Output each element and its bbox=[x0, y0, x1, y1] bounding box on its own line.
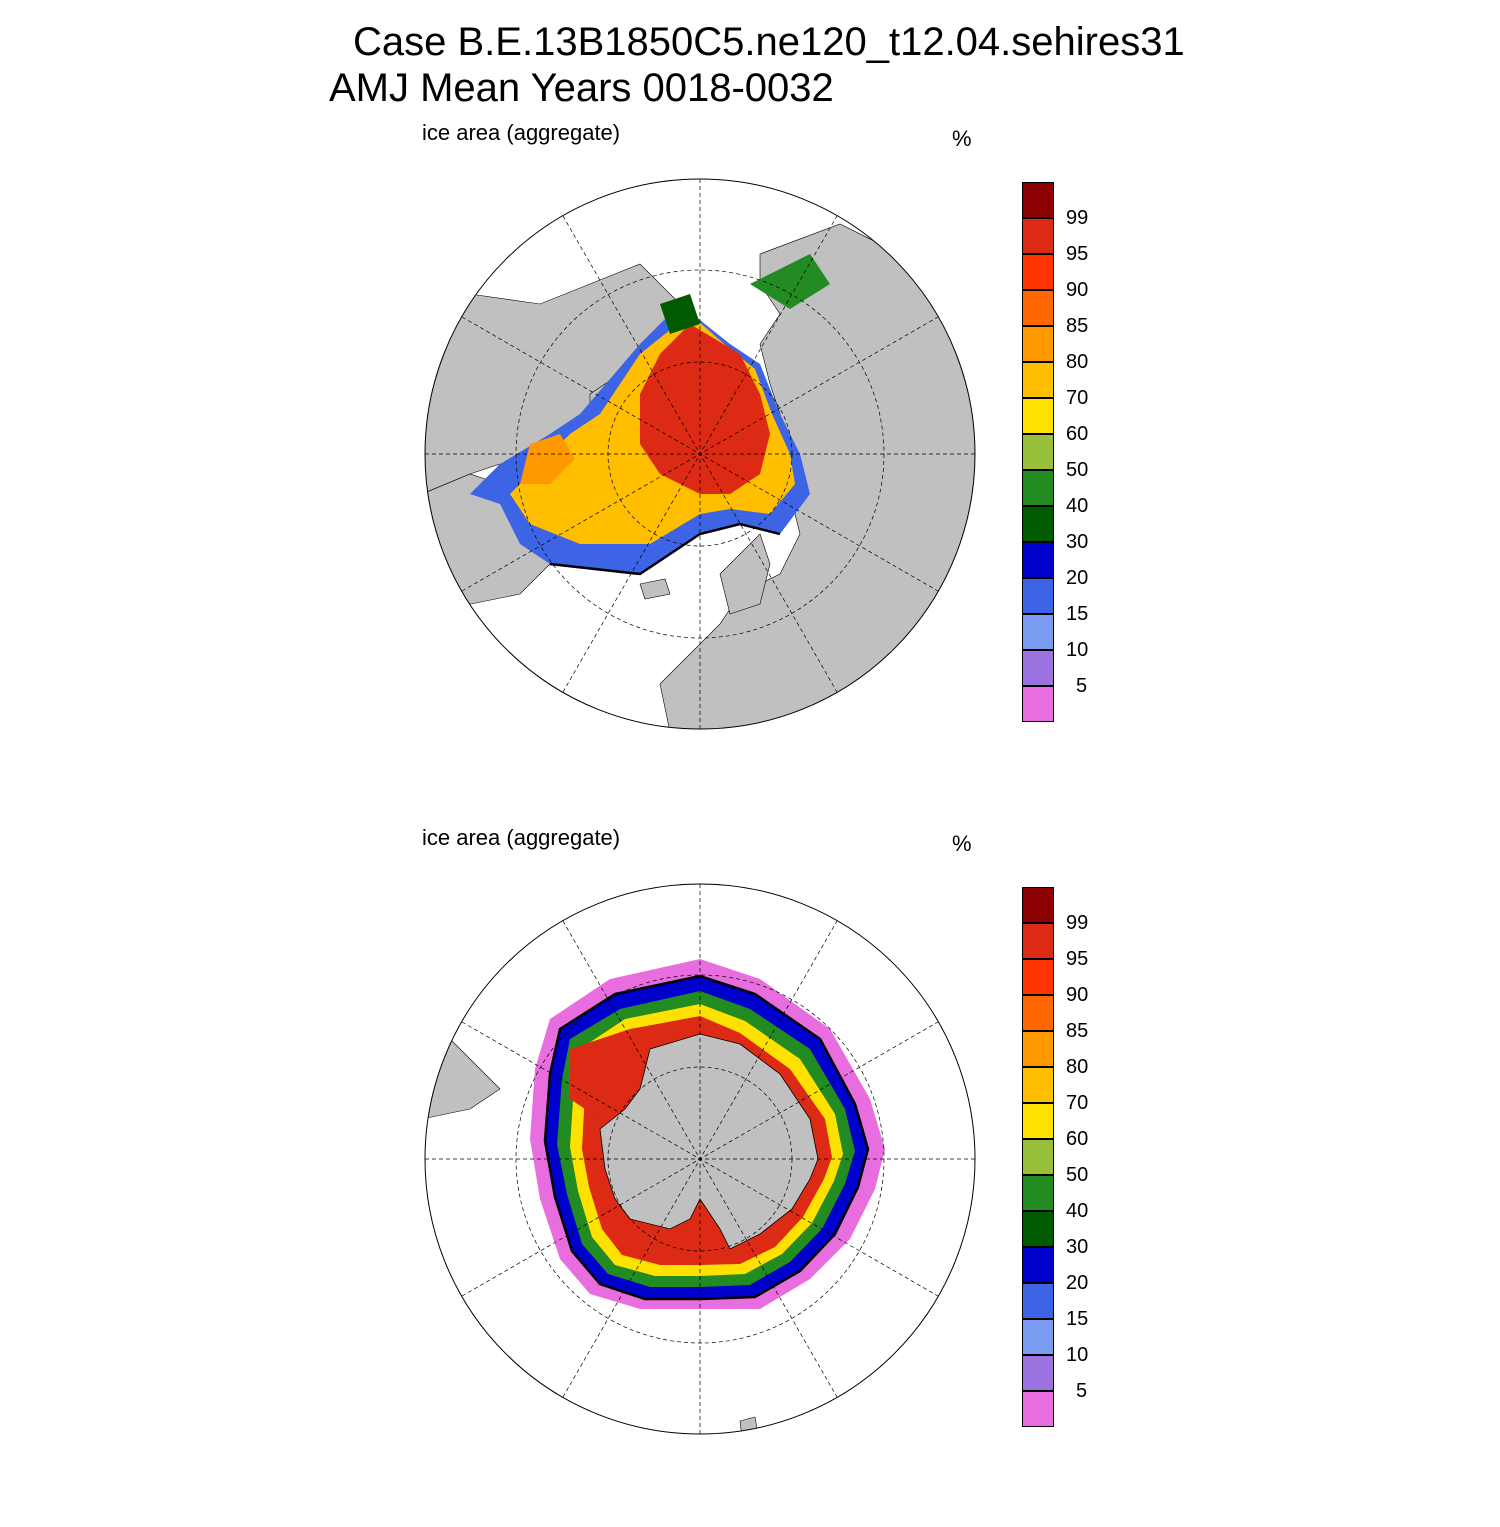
colorbar-swatch bbox=[1022, 1175, 1054, 1211]
colorbar-tick-label: 85 bbox=[1066, 1020, 1089, 1042]
colorbar-tick-label: 95 bbox=[1066, 243, 1089, 265]
colorbar-swatch bbox=[1022, 326, 1054, 362]
colorbar-swatch bbox=[1022, 542, 1054, 578]
land-new-zealand-fragment bbox=[739, 1416, 759, 1434]
land-antarctica bbox=[599, 1033, 819, 1250]
panel-north: ice area (aggregate) % bbox=[0, 112, 1500, 822]
colorbar-tick-label: 90 bbox=[1066, 279, 1089, 301]
colorbar-swatch bbox=[1022, 1211, 1054, 1247]
colorbar-swatch bbox=[1022, 1283, 1054, 1319]
panel-south: ice area (aggregate) % bbox=[0, 817, 1500, 1527]
colorbar-tick-label: 30 bbox=[1066, 1236, 1089, 1258]
plot-subtitle: AMJ Mean Years 0018-0032 bbox=[329, 66, 834, 110]
colorbar-swatch bbox=[1022, 1067, 1054, 1103]
graticule bbox=[425, 884, 975, 1434]
colorbar-tick-label: 40 bbox=[1066, 1200, 1089, 1222]
ice-arctic-core bbox=[640, 324, 770, 494]
graticule bbox=[425, 179, 975, 729]
colorbar-tick-label: 99 bbox=[1066, 207, 1089, 229]
plot-title: Case B.E.13B1850C5.ne120_t12.04.sehires3… bbox=[353, 20, 1185, 64]
colorbar-swatch bbox=[1022, 398, 1054, 434]
panel-south-label: ice area (aggregate) bbox=[422, 825, 621, 850]
colorbar-tick-label: 15 bbox=[1066, 1308, 1089, 1330]
ice-edge-contour bbox=[543, 974, 870, 1301]
map-boundary bbox=[424, 178, 976, 730]
colorbar-tick-label: 30 bbox=[1066, 531, 1089, 553]
colorbar-swatch bbox=[1022, 1247, 1054, 1283]
panel-north-label: ice area (aggregate) bbox=[422, 120, 621, 145]
colorbar-swatch bbox=[1022, 182, 1054, 218]
colorbar-tick-label: 50 bbox=[1066, 459, 1089, 481]
land-scandinavia bbox=[719, 533, 771, 615]
colorbar-tick-label: 20 bbox=[1066, 1272, 1089, 1294]
colorbar-north: 5 10 15 20 30 40 50 60 70 80 85 90 95 99 bbox=[1022, 182, 1122, 724]
colorbar-swatch bbox=[1022, 1391, 1054, 1427]
ice-hudson-bay bbox=[520, 434, 575, 484]
colorbar-swatch bbox=[1022, 290, 1054, 326]
colorbar-swatch bbox=[1022, 650, 1054, 686]
colorbar-tick-label: 70 bbox=[1066, 1092, 1089, 1114]
panel-south-unit: % bbox=[952, 831, 972, 856]
map-boundary bbox=[424, 883, 976, 1435]
south-polar-map bbox=[424, 883, 976, 1435]
colorbar-tick-label: 85 bbox=[1066, 315, 1089, 337]
colorbar-tick-label: 20 bbox=[1066, 567, 1089, 589]
colorbar-tick-label: 80 bbox=[1066, 1056, 1089, 1078]
land-iceland bbox=[639, 578, 671, 600]
colorbar-tick-label: 15 bbox=[1066, 603, 1089, 625]
panel-north-unit: % bbox=[952, 126, 972, 151]
ice-bering bbox=[660, 294, 700, 334]
colorbar-south: 5 10 15 20 30 40 50 60 70 80 85 90 95 99 bbox=[1022, 887, 1122, 1429]
colorbar-swatch bbox=[1022, 362, 1054, 398]
colorbar-tick-label: 5 bbox=[1076, 675, 1088, 697]
colorbar-swatch bbox=[1022, 578, 1054, 614]
colorbar-tick-label: 40 bbox=[1066, 495, 1089, 517]
colorbar-swatch bbox=[1022, 1319, 1054, 1355]
colorbar-swatch bbox=[1022, 923, 1054, 959]
colorbar-swatch bbox=[1022, 218, 1054, 254]
colorbar-swatch bbox=[1022, 995, 1054, 1031]
colorbar-tick-label: 10 bbox=[1066, 1344, 1089, 1366]
colorbar-tick-label: 70 bbox=[1066, 387, 1089, 409]
colorbar-swatch bbox=[1022, 887, 1054, 923]
colorbar-tick-label: 10 bbox=[1066, 639, 1089, 661]
ice-weddell-sea bbox=[570, 1029, 650, 1119]
colorbar-tick-label: 50 bbox=[1066, 1164, 1089, 1186]
colorbar-swatch bbox=[1022, 1031, 1054, 1067]
colorbar-swatch bbox=[1022, 1355, 1054, 1391]
colorbar-tick-label: 95 bbox=[1066, 948, 1089, 970]
ice-okhotsk bbox=[750, 254, 830, 309]
colorbar-swatch bbox=[1022, 959, 1054, 995]
colorbar-swatch bbox=[1022, 470, 1054, 506]
colorbar-tick-label: 5 bbox=[1076, 1380, 1088, 1402]
colorbar-swatch bbox=[1022, 434, 1054, 470]
north-polar-map bbox=[424, 178, 976, 730]
colorbar-swatch bbox=[1022, 686, 1054, 722]
colorbar-swatch bbox=[1022, 506, 1054, 542]
colorbar-swatch bbox=[1022, 614, 1054, 650]
colorbar-tick-label: 60 bbox=[1066, 1128, 1089, 1150]
colorbar-tick-label: 90 bbox=[1066, 984, 1089, 1006]
colorbar-swatch bbox=[1022, 1139, 1054, 1175]
colorbar-swatch bbox=[1022, 1103, 1054, 1139]
colorbar-tick-label: 99 bbox=[1066, 912, 1089, 934]
ice-edge-contour bbox=[549, 522, 781, 576]
colorbar-tick-label: 80 bbox=[1066, 351, 1089, 373]
colorbar-tick-label: 60 bbox=[1066, 423, 1089, 445]
colorbar-swatch bbox=[1022, 254, 1054, 290]
